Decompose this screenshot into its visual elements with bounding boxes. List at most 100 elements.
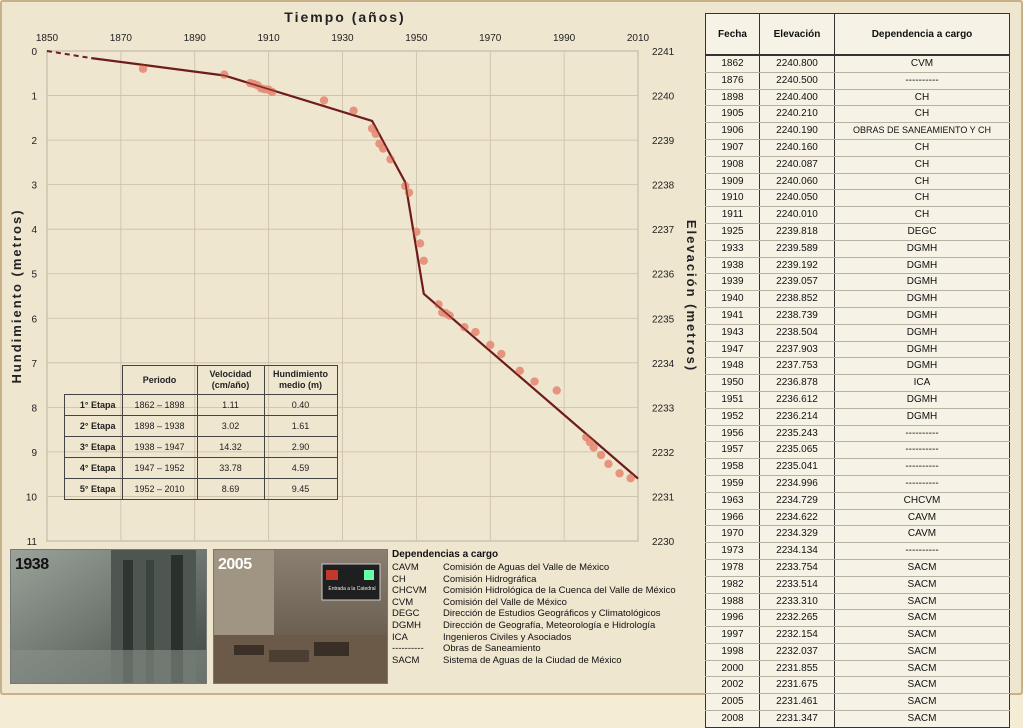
table-row: 1948 2237.753 DGMH — [705, 357, 1010, 376]
data-point — [471, 327, 480, 337]
legend-abbr: CVM — [392, 596, 414, 608]
data-point — [604, 459, 613, 469]
cell-fecha: 1998 — [705, 643, 760, 661]
cell-elevacion: 2237.753 — [759, 357, 835, 376]
cell-fecha: 1996 — [705, 609, 760, 628]
legend-abbr: CH — [392, 573, 406, 585]
photo-2005-label: 2005 — [218, 556, 252, 573]
cell-dependencia: SACM — [834, 643, 1010, 661]
photo-2005: 2005 Entrada a la Catedral — [213, 549, 388, 684]
cell-elevacion: 2239.589 — [759, 240, 835, 258]
table-row: 1970 2234.329 CAVM — [705, 525, 1010, 544]
x-tick-label: 1970 — [479, 33, 502, 44]
x-tick-label: 1910 — [258, 33, 281, 44]
data-point — [138, 64, 148, 74]
data-point — [615, 469, 624, 478]
cell-dependencia: DGMH — [834, 307, 1010, 325]
cell-elevacion: 2238.504 — [759, 324, 835, 342]
cell-fecha: 1951 — [705, 391, 760, 409]
cell-dependencia: CAVM — [834, 525, 1010, 544]
cell-fecha: 1966 — [705, 509, 760, 527]
table-row: 1959 2234.996 ---------- — [705, 475, 1010, 493]
legend-item: DEGC Dirección de Estudios Geográficos y … — [392, 608, 676, 620]
cell-dependencia: SACM — [834, 593, 1010, 611]
header-dependencia: Dependencia a cargo — [834, 13, 1010, 56]
cell-fecha: 1970 — [705, 525, 760, 544]
cell-fecha: 1906 — [705, 122, 760, 140]
cell-dependencia: CH — [834, 89, 1010, 107]
table-row: 1908 2240.087 CH — [705, 156, 1010, 174]
legend-abbr: ---------- — [392, 643, 424, 655]
data-point — [319, 96, 329, 105]
stage-name: 4° Etapa — [64, 457, 123, 479]
cell-dependencia: OBRAS DE SANEAMIENTO Y CH — [834, 122, 1010, 140]
stage-sink: 1.61 — [263, 415, 338, 437]
cell-dependencia: CH — [834, 189, 1010, 208]
cell-fecha: 1973 — [705, 542, 760, 560]
stage-period: 1938 – 1947 — [121, 436, 198, 458]
cell-elevacion: 2235.065 — [759, 441, 835, 460]
data-point — [626, 473, 635, 483]
cell-dependencia: CH — [834, 206, 1010, 224]
cell-fecha: 1940 — [705, 290, 760, 308]
cell-dependencia: DGMH — [834, 273, 1010, 292]
cell-elevacion: 2239.818 — [759, 223, 835, 241]
stage-row: 5° Etapa 1952 – 2010 8.69 9.45 — [64, 478, 338, 500]
cell-fecha: 1950 — [705, 374, 760, 392]
cell-dependencia: ---------- — [834, 425, 1010, 443]
y2-tick-label: 2238 — [652, 181, 675, 192]
stage-speed: 14.32 — [196, 436, 265, 458]
cell-dependencia: CVM — [834, 55, 1010, 73]
cell-fecha: 2005 — [705, 693, 760, 712]
data-point — [460, 322, 469, 332]
y2-axis-label: Elevación (metros) — [684, 220, 699, 372]
cell-elevacion: 2239.192 — [759, 257, 835, 275]
cell-dependencia: CH — [834, 173, 1010, 191]
table-row: 1978 2233.754 SACM — [705, 559, 1010, 577]
table-row: 1925 2239.818 DEGC — [705, 223, 1010, 241]
y2-tick-label: 2234 — [652, 359, 675, 370]
table-row: 1966 2234.622 CAVM — [705, 509, 1010, 527]
legend-item: ICA Ingenieros Civiles y Asociados — [392, 632, 676, 644]
table-row: 2002 2231.675 SACM — [705, 676, 1010, 695]
stage-period: 1947 – 1952 — [121, 457, 198, 479]
cell-elevacion: 2236.612 — [759, 391, 835, 409]
cell-elevacion: 2234.329 — [759, 525, 835, 544]
cell-elevacion: 2240.800 — [759, 55, 835, 73]
data-point — [415, 239, 425, 248]
x-tick-label: 2010 — [627, 33, 650, 44]
table-row: 1952 2236.214 DGMH — [705, 408, 1010, 426]
photo-1938-label: 1938 — [15, 556, 49, 573]
legend-desc: Comisión de Aguas del Valle de México — [443, 562, 610, 573]
y2-tick-label: 2237 — [652, 225, 675, 236]
cell-dependencia: DGMH — [834, 257, 1010, 275]
cell-dependencia: CHCVM — [834, 492, 1010, 510]
cell-fecha: 1862 — [705, 55, 760, 73]
table-row: 1933 2239.589 DGMH — [705, 240, 1010, 258]
cell-fecha: 1952 — [705, 408, 760, 426]
x-tick-label: 1990 — [553, 33, 576, 44]
photo-1938: 1938 — [10, 549, 207, 684]
cell-dependencia: DGMH — [834, 391, 1010, 409]
cell-dependencia: SACM — [834, 710, 1010, 728]
cell-fecha: 1909 — [705, 173, 760, 191]
data-point — [552, 386, 561, 395]
table-row: 1988 2233.310 SACM — [705, 593, 1010, 611]
cell-dependencia: DGMH — [834, 240, 1010, 258]
legend-item: CVM Comisión del Valle de México — [392, 597, 676, 609]
cell-elevacion: 2240.500 — [759, 72, 835, 90]
trend-line-overlay — [91, 57, 639, 480]
stage-period: 1952 – 2010 — [121, 478, 198, 500]
cell-elevacion: 2234.729 — [759, 492, 835, 510]
x-tick-label: 1950 — [405, 33, 428, 44]
photo-2005-image — [214, 550, 387, 683]
cell-dependencia: ---------- — [834, 72, 1010, 90]
stage-speed: 8.69 — [196, 478, 265, 500]
table-row: 2008 2231.347 SACM — [705, 710, 1010, 728]
stage-header-blank — [64, 365, 123, 395]
legend-desc: Comisión del Valle de México — [443, 596, 567, 608]
y-tick-label: 5 — [31, 270, 37, 281]
table-row: 1910 2240.050 CH — [705, 189, 1010, 208]
legend-desc: Sistema de Aguas de la Ciudad de México — [443, 654, 622, 666]
cell-fecha: 1905 — [705, 105, 760, 124]
